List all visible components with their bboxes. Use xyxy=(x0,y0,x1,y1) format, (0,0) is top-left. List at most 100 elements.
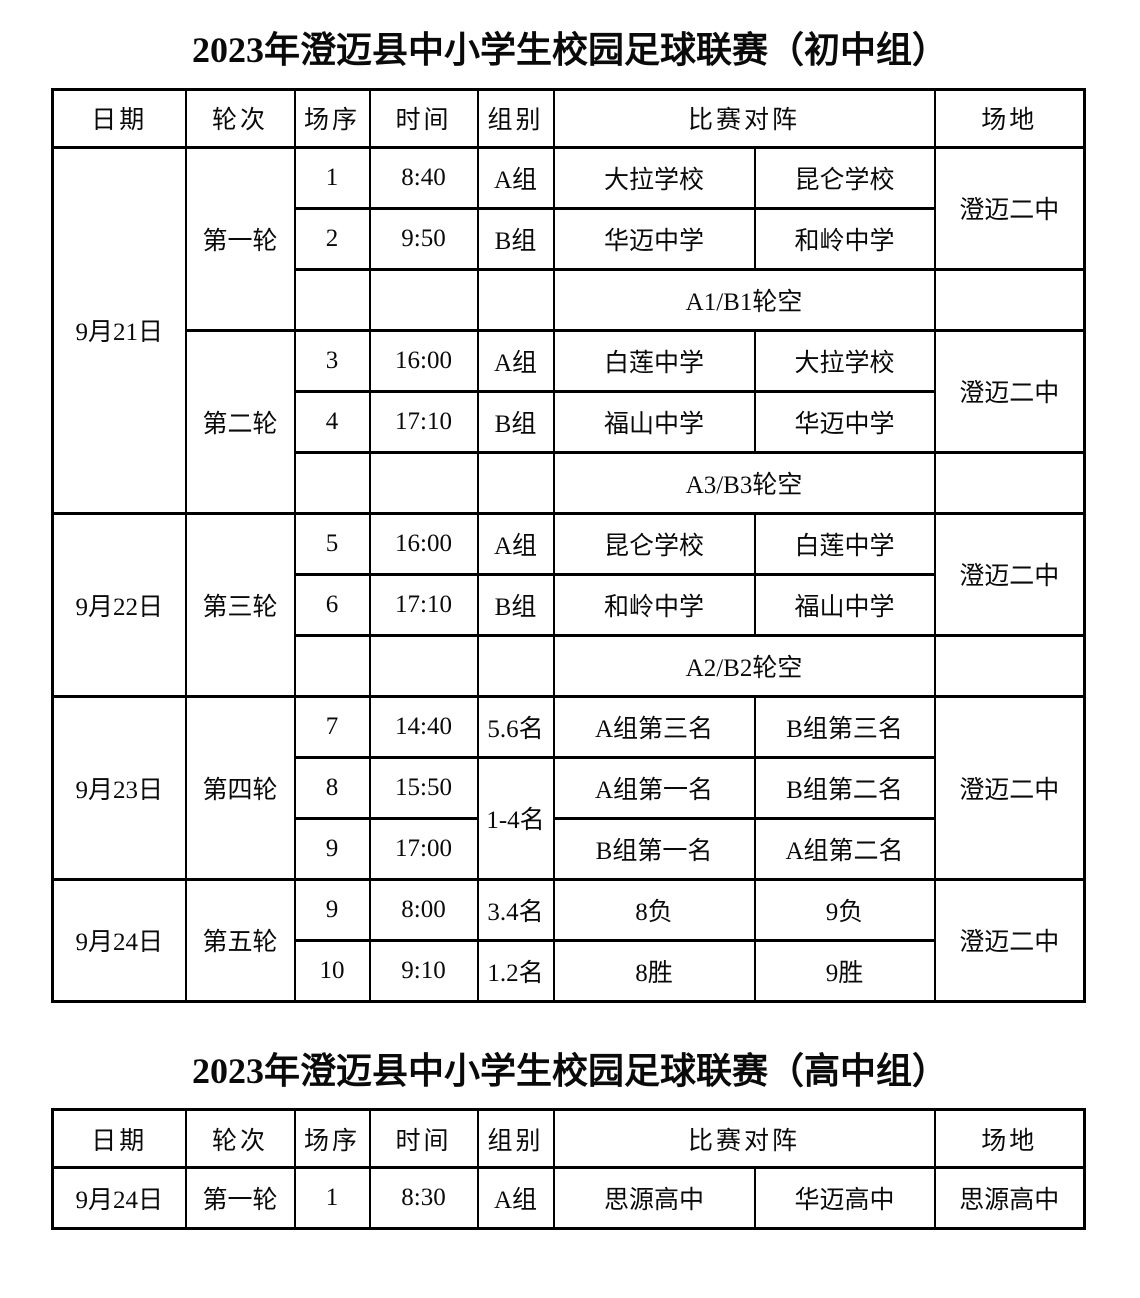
col-header-round: 轮次 xyxy=(184,1108,296,1170)
col-header-round: 轮次 xyxy=(184,87,296,149)
group-cell: A组 xyxy=(476,145,555,210)
venue-cell: 澄迈二中 xyxy=(933,694,1086,881)
table-row: A3/B3轮空 xyxy=(53,450,1086,515)
group-cell: 1-4名 xyxy=(476,755,555,881)
home-team-cell: 大拉学校 xyxy=(552,145,756,210)
senior-high-table-title: 2023年澄迈县中小学生校园足球联赛（高中组） xyxy=(191,1050,948,1091)
empty-group-cell xyxy=(476,267,555,332)
match-no-cell: 5 xyxy=(293,511,371,576)
round-cell: 第三轮 xyxy=(184,511,296,698)
venue-cell: 思源高中 xyxy=(933,1166,1086,1231)
match-no-cell: 10 xyxy=(293,938,371,1003)
col-header-venue: 场地 xyxy=(933,87,1086,149)
match-no-cell: 2 xyxy=(293,206,371,271)
bye-cell: A2/B2轮空 xyxy=(552,633,936,698)
group-cell: B组 xyxy=(476,572,555,637)
match-no-cell: 1 xyxy=(293,145,371,210)
round-cell: 第二轮 xyxy=(184,328,296,515)
time-cell: 17:00 xyxy=(368,816,479,881)
col-header-match-no: 场序 xyxy=(293,87,371,149)
table-row: 8 15:50 1-4名 A组第一名 B组第二名 xyxy=(53,755,1085,881)
group-cell: B组 xyxy=(476,389,555,454)
col-header-date: 日期 xyxy=(51,87,187,149)
time-cell: 8:40 xyxy=(368,145,479,210)
away-team-cell: 9负 xyxy=(753,877,936,942)
home-team-cell: A组第一名 xyxy=(552,755,756,820)
match-no-cell: 4 xyxy=(293,389,371,454)
away-team-cell: 华迈中学 xyxy=(753,389,936,454)
time-cell: 16:00 xyxy=(368,511,479,576)
table-row: 日期 轮次 场序 时间 组别 比赛对阵 场地 xyxy=(51,87,1086,149)
col-header-time: 时间 xyxy=(368,1108,479,1170)
venue-cell: 澄迈二中 xyxy=(933,877,1086,1003)
table-row: 9月21日 第一轮 1 8:40 A组 大拉学校 昆仑学校 澄迈二中 xyxy=(51,145,1086,515)
empty-time-cell xyxy=(368,633,479,698)
empty-group-cell xyxy=(476,633,555,698)
col-header-group: 组别 xyxy=(476,87,555,149)
home-team-cell: 华迈中学 xyxy=(552,206,756,271)
away-team-cell: B组第三名 xyxy=(753,694,936,759)
match-no-cell: 7 xyxy=(293,694,371,759)
table-row: 4 17:10 B组 福山中学 华迈中学 xyxy=(53,389,1085,454)
date-cell: 9月23日 xyxy=(51,694,187,881)
time-cell: 9:10 xyxy=(368,938,479,1003)
group-cell: 5.6名 xyxy=(476,694,555,759)
table-row: A1/B1轮空 xyxy=(53,267,1086,332)
col-header-group: 组别 xyxy=(476,1108,555,1170)
group-cell: A组 xyxy=(476,511,555,576)
senior-high-schedule-table: 日期 轮次 场序 时间 组别 比赛对阵 场地 9月24日 第一轮 1 8:30 A组 思源高中 华迈高中思… xyxy=(51,1108,1086,1231)
group-cell: A组 xyxy=(476,328,555,393)
match-no-cell: 3 xyxy=(293,328,371,393)
col-header-time: 时间 xyxy=(368,87,479,149)
time-cell: 16:00 xyxy=(368,328,479,393)
col-header-matchup: 比赛对阵 xyxy=(552,1108,936,1170)
home-team-cell: 8胜 xyxy=(552,938,756,1003)
away-team-cell: 白莲中学 xyxy=(753,511,936,576)
away-team-cell: A组第二名 xyxy=(753,816,936,881)
group-cell: A组 xyxy=(476,1166,555,1231)
away-team-cell: 昆仑学校 xyxy=(753,145,936,210)
date-cell: 9月22日 xyxy=(51,511,187,698)
empty-match-no-cell xyxy=(293,633,371,698)
home-team-cell: 白莲中学 xyxy=(552,328,756,393)
junior-high-table-title: 2023年澄迈县中小学生校园足球联赛（初中组） xyxy=(191,30,948,70)
venue-cell: 澄迈二中 xyxy=(933,145,1086,271)
away-team-cell: 9胜 xyxy=(753,938,936,1003)
venue-cell: 澄迈二中 xyxy=(933,328,1086,454)
empty-group-cell xyxy=(476,450,555,515)
group-cell: 1.2名 xyxy=(476,938,555,1003)
home-team-cell: 8负 xyxy=(552,877,756,942)
group-cell: 3.4名 xyxy=(476,877,555,942)
away-team-cell: 和岭中学 xyxy=(753,206,936,271)
table-row: 第二轮 3 16:00 A组 白莲中学 大拉学校 澄迈二中 xyxy=(53,328,1086,515)
bye-cell: A1/B1轮空 xyxy=(552,267,936,332)
group-cell: B组 xyxy=(476,206,555,271)
col-header-matchup: 比赛对阵 xyxy=(552,87,936,149)
round-cell: 第四轮 xyxy=(184,694,296,881)
table-row: 2 9:50 B组 华迈中学 和岭中学 xyxy=(53,206,1085,271)
home-team-cell: A组第三名 xyxy=(552,694,756,759)
date-cell: 9月21日 xyxy=(51,145,187,515)
date-cell: 9月24日 xyxy=(51,877,187,1003)
empty-venue-cell xyxy=(933,450,1086,515)
away-team-cell: 华迈高中 xyxy=(753,1166,936,1231)
date-cell: 9月24日 xyxy=(51,1166,187,1231)
table-row: 10 9:10 1.2名 8胜 9胜 xyxy=(53,938,1085,1003)
table-row: 日期 轮次 场序 时间 组别 比赛对阵 场地 xyxy=(51,1108,1086,1170)
home-team-cell: 思源高中 xyxy=(552,1166,756,1231)
empty-venue-cell xyxy=(933,267,1086,332)
empty-time-cell xyxy=(368,450,479,515)
time-cell: 17:10 xyxy=(368,389,479,454)
home-team-cell: B组第一名 xyxy=(552,816,756,881)
empty-match-no-cell xyxy=(293,267,371,332)
round-cell: 第一轮 xyxy=(184,1166,296,1231)
empty-time-cell xyxy=(368,267,479,332)
match-no-cell: 6 xyxy=(293,572,371,637)
time-cell: 17:10 xyxy=(368,572,479,637)
junior-high-table-body: 日期 轮次 场序 时间 组别 比赛对阵 场地 9月21日 第一轮 1 8:40 A组 大拉学校 昆仑学校澄… xyxy=(51,87,1086,1003)
junior-high-schedule-table: 日期 轮次 场序 时间 组别 比赛对阵 场地 9月21日 第一轮 1 8:40 A组 大拉学校 昆仑学校澄… xyxy=(51,87,1086,1003)
match-no-cell: 9 xyxy=(293,877,371,942)
away-team-cell: 大拉学校 xyxy=(753,328,936,393)
time-cell: 14:40 xyxy=(368,694,479,759)
